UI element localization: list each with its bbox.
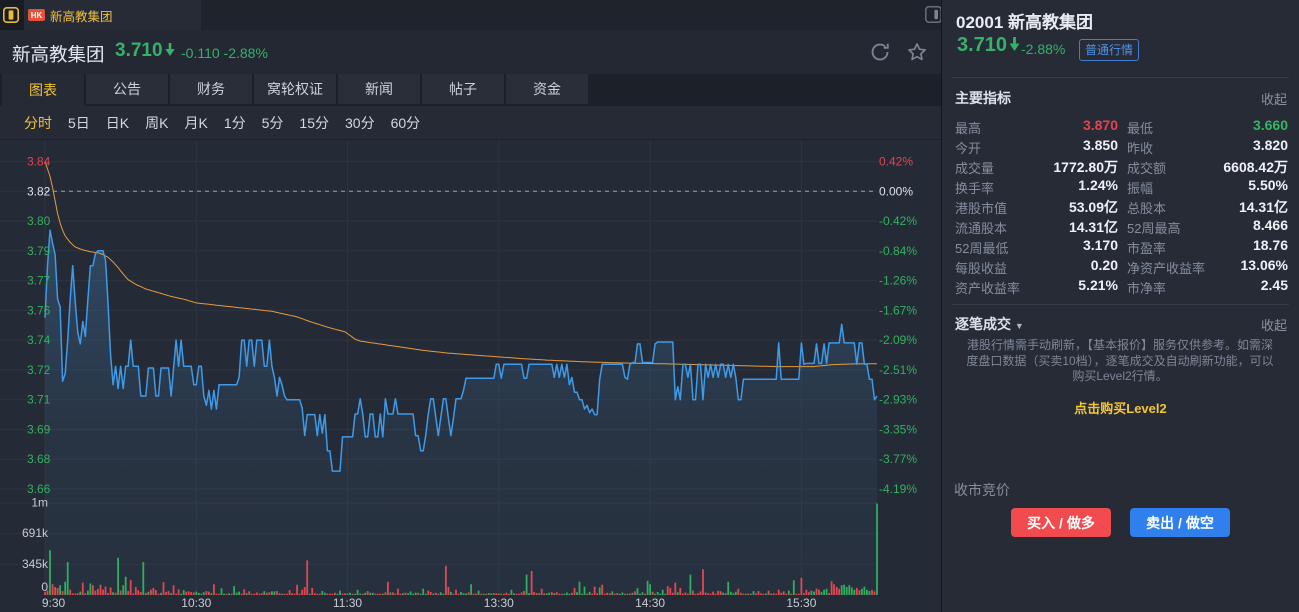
- svg-text:3.80: 3.80: [27, 214, 51, 228]
- svg-text:3.71: 3.71: [27, 393, 51, 407]
- svg-text:0.42%: 0.42%: [879, 155, 913, 169]
- svg-text:11:30: 11:30: [333, 596, 362, 610]
- svg-text:3.76: 3.76: [27, 303, 51, 317]
- svg-text:691k: 691k: [22, 526, 49, 540]
- svg-text:-2.09%: -2.09%: [879, 333, 917, 347]
- svg-text:345k: 345k: [22, 557, 49, 571]
- svg-text:0: 0: [41, 580, 48, 594]
- svg-text:3.66: 3.66: [27, 482, 51, 496]
- svg-text:-4.19%: -4.19%: [879, 482, 917, 496]
- svg-text:0.00%: 0.00%: [879, 184, 913, 198]
- svg-text:-2.51%: -2.51%: [879, 363, 917, 377]
- svg-text:3.84: 3.84: [27, 155, 51, 169]
- svg-text:3.82: 3.82: [27, 184, 51, 198]
- svg-text:3.79: 3.79: [27, 244, 51, 258]
- svg-text:9:30: 9:30: [42, 596, 66, 610]
- svg-text:3.69: 3.69: [27, 423, 51, 437]
- svg-text:1m: 1m: [31, 496, 48, 510]
- svg-text:3.68: 3.68: [27, 452, 51, 466]
- svg-text:-1.67%: -1.67%: [879, 303, 917, 317]
- svg-text:-0.84%: -0.84%: [879, 244, 917, 258]
- svg-text:13:30: 13:30: [484, 596, 514, 610]
- svg-text:10:30: 10:30: [181, 596, 211, 610]
- svg-text:-3.35%: -3.35%: [879, 423, 917, 437]
- svg-text:15:30: 15:30: [786, 596, 816, 610]
- svg-text:-2.93%: -2.93%: [879, 393, 917, 407]
- svg-text:3.72: 3.72: [27, 363, 51, 377]
- svg-text:3.77: 3.77: [27, 274, 51, 288]
- svg-text:-3.77%: -3.77%: [879, 452, 917, 466]
- svg-text:14:30: 14:30: [635, 596, 665, 610]
- svg-text:-1.26%: -1.26%: [879, 274, 917, 288]
- svg-text:-0.42%: -0.42%: [879, 214, 917, 228]
- svg-text:3.74: 3.74: [27, 333, 51, 347]
